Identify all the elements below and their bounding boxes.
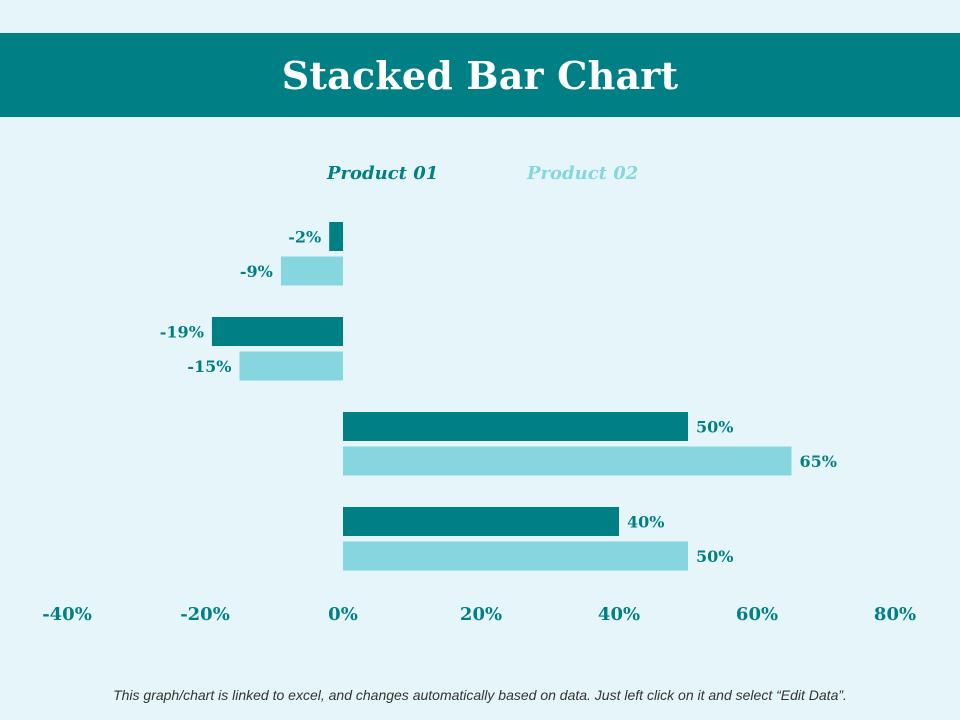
data-label: 50% [696,418,733,437]
x-tick-label: 0% [328,604,358,625]
x-tick-label: 40% [598,604,640,625]
data-label: -19% [160,323,204,342]
bar-product-01-2[interactable] [211,317,343,346]
data-label: -2% [288,228,321,247]
x-tick-label: 20% [460,604,502,625]
bar-product-02-1[interactable] [280,256,343,286]
bar-product-01-4[interactable] [343,507,619,536]
bar-product-02-3[interactable] [343,446,792,476]
x-tick-label: 80% [874,604,916,625]
x-tick-label: -20% [180,604,230,625]
data-label: -9% [240,262,273,281]
x-tick-label: 60% [736,604,778,625]
title-bar: Stacked Bar Chart [0,33,960,117]
footnote: This graph/chart is linked to excel, and… [113,687,847,703]
legend-item-product-01[interactable]: Product 01 [327,163,439,184]
bar-product-02-4[interactable] [343,541,688,571]
data-label: 65% [800,452,837,471]
bar-product-02-2[interactable] [239,351,344,381]
bar-product-01-3[interactable] [343,412,688,441]
x-tick-label: -40% [42,604,92,625]
data-label: 50% [696,547,733,566]
data-label: -15% [187,357,231,376]
data-label: 40% [627,513,664,532]
chart-legend: Product 01 Product 02 [0,163,960,189]
bar-product-01-1[interactable] [329,222,343,251]
slide-title: Stacked Bar Chart [281,52,679,98]
legend-item-product-02[interactable]: Product 02 [527,163,639,184]
